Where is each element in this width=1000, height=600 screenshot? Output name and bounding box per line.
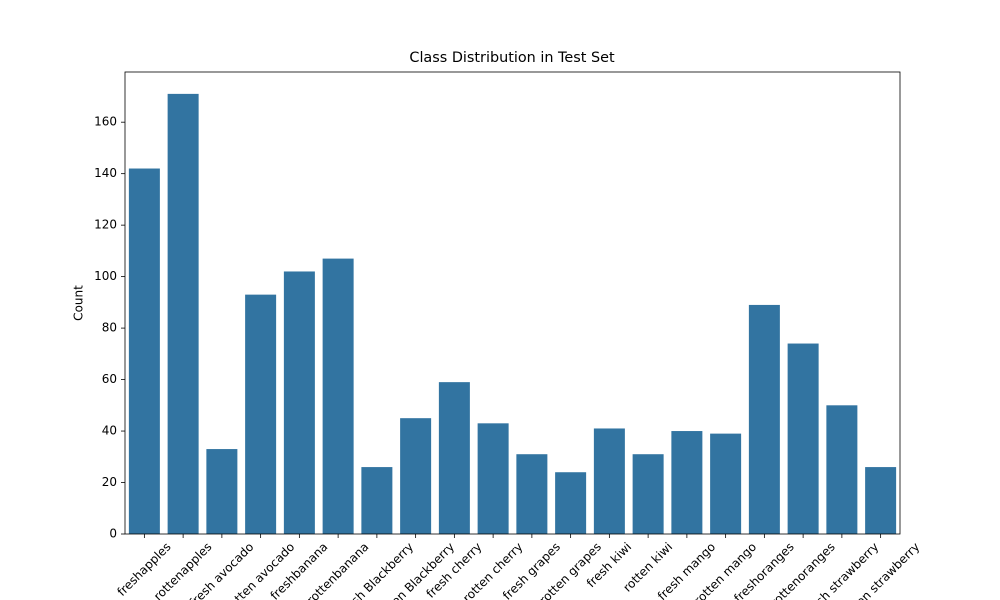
plot-frame: [124, 71, 901, 535]
y-axis-label: Count: [72, 285, 86, 321]
bar: [322, 258, 354, 534]
y-tick-label: 60: [102, 372, 117, 386]
bar: [438, 382, 470, 534]
bar: [361, 467, 393, 534]
chart-title: Class Distribution in Test Set: [409, 50, 615, 66]
bar: [555, 472, 587, 534]
bar: [283, 271, 315, 534]
bar: [826, 405, 858, 534]
bar: [593, 428, 625, 534]
bar: [671, 431, 703, 534]
bar: [245, 294, 277, 534]
bar: [787, 343, 819, 534]
bar: [516, 454, 548, 534]
bar: [865, 467, 897, 534]
bar: [167, 93, 199, 534]
bar: [710, 433, 742, 534]
y-tick-label: 160: [94, 115, 117, 129]
y-tick-label: 0: [109, 527, 117, 541]
bar: [128, 168, 160, 534]
bar: [400, 418, 432, 534]
y-tick-label: 100: [94, 269, 117, 283]
bar: [206, 449, 238, 534]
y-tick-label: 80: [102, 321, 117, 335]
y-tick-label: 20: [102, 475, 117, 489]
y-tick-label: 40: [102, 424, 117, 438]
bar: [748, 304, 780, 534]
y-tick-label: 120: [94, 218, 117, 232]
y-tick-label: 140: [94, 166, 117, 180]
bar: [632, 454, 664, 534]
bar: [477, 423, 509, 534]
